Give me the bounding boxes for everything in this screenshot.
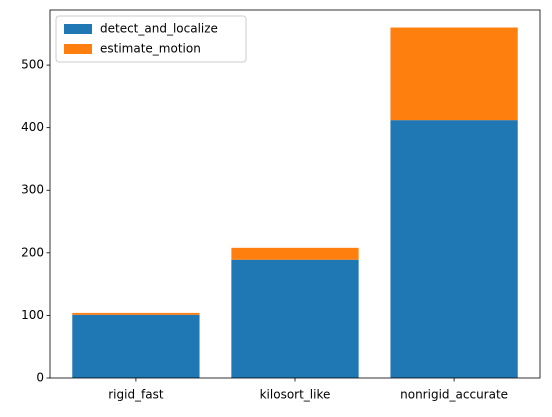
y-tick-label: 200	[21, 245, 44, 259]
bar-segment	[231, 259, 359, 378]
bar-segment	[72, 312, 200, 315]
y-tick-label: 100	[21, 308, 44, 322]
legend-frame	[55, 15, 247, 63]
bar-segment	[390, 27, 518, 121]
x-tick-label: nonrigid_accurate	[400, 388, 508, 402]
x-tick-label: rigid_fast	[108, 388, 164, 402]
bar-segment	[72, 314, 200, 378]
x-tick-label: kilosort_like	[260, 388, 331, 402]
y-tick-label: 500	[21, 58, 44, 72]
bar-segment	[390, 120, 518, 378]
y-tick-label: 300	[21, 183, 44, 197]
legend-label: detect_and_localize	[100, 22, 218, 36]
y-tick-label: 0	[36, 371, 44, 385]
bar-segment	[231, 247, 359, 260]
y-tick-label: 400	[21, 120, 44, 134]
legend-swatch	[64, 24, 92, 34]
legend-label: estimate_motion	[100, 42, 201, 56]
legend-swatch	[64, 44, 92, 54]
